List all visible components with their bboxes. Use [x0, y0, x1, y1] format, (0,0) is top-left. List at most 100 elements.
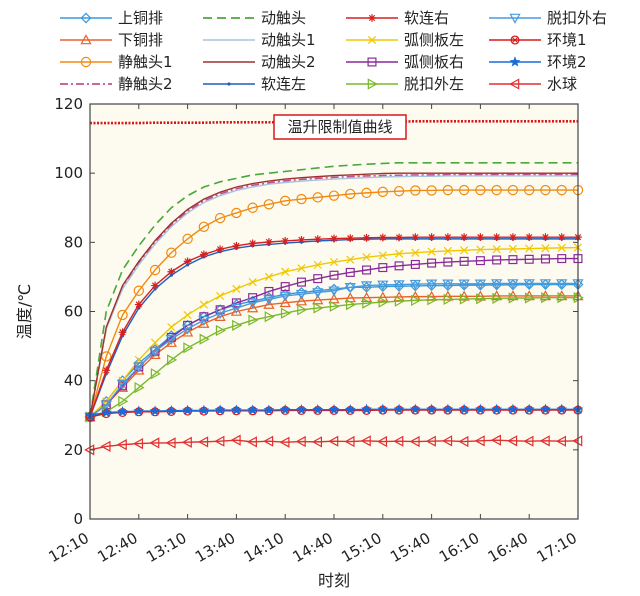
data-point — [442, 184, 454, 196]
data-point — [313, 274, 323, 284]
data-point — [362, 233, 371, 242]
data-point — [198, 221, 210, 232]
data-point — [508, 244, 518, 254]
data-point — [378, 263, 388, 273]
data-point — [426, 185, 437, 196]
data-point — [149, 437, 160, 449]
data-point — [297, 264, 306, 273]
data-point — [264, 311, 275, 323]
data-point — [167, 322, 176, 332]
data-point — [541, 233, 550, 242]
legend-entry: 动触头 — [203, 9, 306, 27]
legend-marker — [367, 78, 378, 90]
series-3 — [84, 184, 584, 423]
data-point — [199, 300, 208, 309]
data-point — [491, 279, 503, 290]
data-point — [214, 404, 226, 415]
data-point — [458, 403, 470, 415]
data-point — [346, 234, 355, 243]
data-point — [555, 435, 567, 447]
data-point — [198, 317, 210, 328]
legend-marker — [509, 13, 521, 24]
data-point — [165, 336, 177, 347]
legend-entry: 动触头2 — [203, 53, 316, 71]
data-point — [395, 233, 403, 242]
data-point — [427, 258, 437, 268]
data-point — [507, 403, 519, 415]
data-point — [167, 267, 176, 276]
data-point — [311, 436, 323, 448]
data-point — [263, 404, 275, 415]
data-point — [492, 255, 502, 265]
data-point — [557, 243, 566, 252]
data-point — [232, 284, 241, 294]
data-point — [330, 234, 338, 243]
data-point — [524, 184, 535, 196]
legend-marker — [227, 82, 231, 86]
legend-marker — [80, 56, 92, 68]
data-point — [100, 440, 111, 452]
data-point — [360, 281, 373, 292]
data-point — [377, 280, 389, 291]
series-9 — [86, 233, 582, 421]
data-point — [312, 288, 324, 299]
data-point — [490, 434, 501, 446]
data-point — [376, 435, 388, 448]
legend-entry: 弧侧板左 — [346, 31, 464, 49]
data-point — [281, 267, 290, 276]
data-point — [151, 281, 159, 290]
legend-marker — [367, 57, 377, 67]
data-point — [230, 404, 242, 415]
data-point — [557, 292, 568, 304]
data-point — [492, 233, 501, 242]
data-point — [231, 207, 242, 219]
data-point — [214, 212, 226, 224]
data-point — [230, 299, 242, 311]
legend-label: 弧侧板左 — [404, 31, 464, 49]
legend-entry: 水球 — [489, 75, 577, 93]
data-point — [491, 290, 503, 301]
legend-label: 上铜排 — [118, 9, 163, 27]
legend-entry: 软连右 — [346, 9, 449, 27]
data-point — [409, 435, 420, 448]
data-point — [263, 295, 275, 306]
data-point — [133, 357, 145, 369]
data-point — [232, 319, 243, 331]
data-point — [199, 250, 208, 259]
data-point — [378, 296, 389, 308]
data-point — [442, 435, 453, 447]
series-4 — [89, 173, 578, 418]
data-point — [411, 294, 422, 307]
data-point — [328, 403, 340, 415]
legend-label: 静触头1 — [118, 53, 173, 71]
data-point — [459, 256, 469, 266]
data-point — [167, 354, 178, 366]
legend-marker — [510, 35, 520, 45]
data-point — [133, 285, 144, 296]
data-point — [247, 404, 259, 415]
data-point — [118, 328, 127, 337]
data-point — [443, 293, 454, 306]
data-point — [524, 254, 534, 264]
data-point — [557, 254, 567, 264]
data-point — [134, 381, 145, 394]
x-axis-title: 时刻 — [318, 571, 350, 590]
data-point — [411, 233, 420, 242]
data-point — [425, 279, 438, 290]
y-tick-label: 100 — [54, 164, 83, 182]
legend-label: 动触头 — [261, 9, 306, 27]
data-point — [443, 233, 452, 242]
legend-entry: 软连左 — [203, 75, 306, 93]
data-point — [344, 403, 356, 415]
data-point — [215, 324, 226, 337]
data-point — [507, 435, 518, 447]
data-point — [411, 248, 420, 257]
data-point — [410, 185, 421, 196]
data-point — [329, 257, 339, 267]
data-point — [230, 305, 243, 316]
data-point — [507, 290, 519, 301]
data-point — [557, 233, 566, 242]
data-point — [459, 293, 470, 305]
data-point — [507, 279, 519, 290]
